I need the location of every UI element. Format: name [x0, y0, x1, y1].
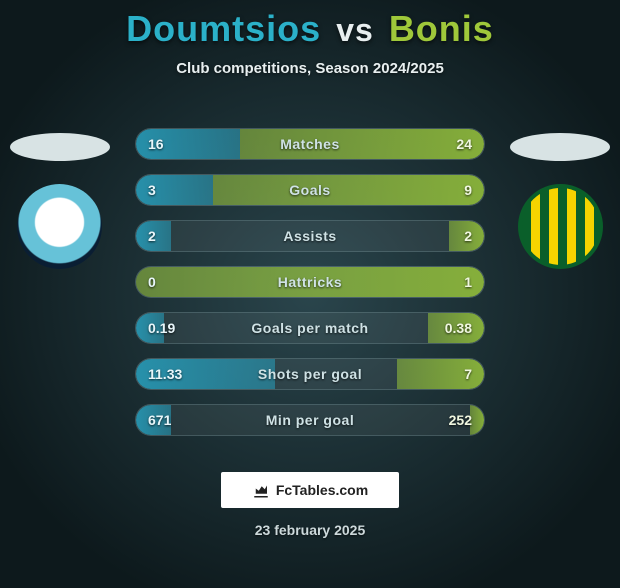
- date-text: 23 february 2025: [0, 522, 620, 538]
- stat-label: Goals: [136, 175, 484, 205]
- stat-label: Matches: [136, 129, 484, 159]
- player1-name: Doumtsios: [126, 8, 321, 49]
- stat-label: Shots per goal: [136, 359, 484, 389]
- stat-row: 0.19 Goals per match 0.38: [135, 312, 485, 344]
- stat-row: 0 Hattricks 1: [135, 266, 485, 298]
- stat-value-right: 24: [456, 129, 472, 159]
- stat-label: Assists: [136, 221, 484, 251]
- stat-row: 3 Goals 9: [135, 174, 485, 206]
- stat-value-right: 2: [464, 221, 472, 251]
- stat-value-right: 1: [464, 267, 472, 297]
- player1-badge: [10, 133, 110, 161]
- vs-text: vs: [332, 12, 378, 48]
- stat-label: Min per goal: [136, 405, 484, 435]
- brand-text: FcTables.com: [276, 482, 368, 498]
- club2-crest-icon: [518, 184, 603, 269]
- stat-row: 671 Min per goal 252: [135, 404, 485, 436]
- stats-panel: 16 Matches 24 3 Goals 9 2 Assists 2 0 Ha…: [135, 128, 485, 450]
- stat-label: Goals per match: [136, 313, 484, 343]
- stat-row: 16 Matches 24: [135, 128, 485, 160]
- stat-value-right: 252: [449, 405, 472, 435]
- stat-value-right: 9: [464, 175, 472, 205]
- club1-crest-icon: [17, 184, 102, 269]
- stat-value-right: 0.38: [445, 313, 472, 343]
- footer: FcTables.com 23 february 2025: [0, 454, 620, 538]
- subtitle: Club competitions, Season 2024/2025: [0, 60, 620, 77]
- stat-row: 2 Assists 2: [135, 220, 485, 252]
- stat-row: 11.33 Shots per goal 7: [135, 358, 485, 390]
- brand-badge[interactable]: FcTables.com: [221, 472, 399, 508]
- player2-badge: [510, 133, 610, 161]
- stat-label: Hattricks: [136, 267, 484, 297]
- stat-value-right: 7: [464, 359, 472, 389]
- chart-icon: [252, 481, 270, 499]
- player2-name: Bonis: [389, 8, 494, 49]
- page-title: Doumtsios vs Bonis: [0, 8, 620, 50]
